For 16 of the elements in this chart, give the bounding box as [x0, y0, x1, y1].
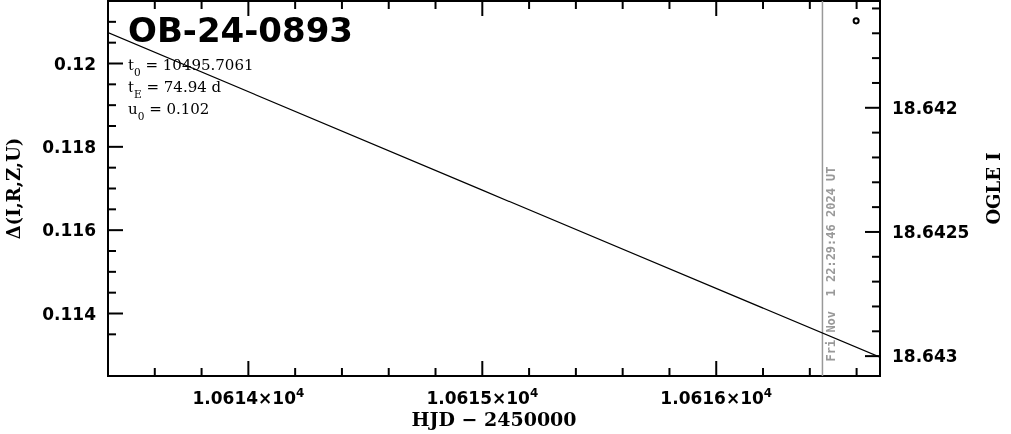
- y2-tick-label: 18.643: [892, 346, 958, 367]
- y-tick-label: 0.12: [54, 53, 96, 74]
- y2-tick-label: 18.642: [892, 97, 958, 118]
- x-axis-title: HJD − 2450000: [411, 408, 577, 430]
- x-tick-label: 1.0614×10$^{4}$: [192, 386, 305, 408]
- x-tick-label: 1.0616×10$^{4}$: [660, 386, 773, 408]
- chart-title: OB-24-0893: [128, 10, 353, 50]
- x-tick-label: 1.0615×10$^{4}$: [426, 386, 539, 408]
- y2-axis-title: OGLE I: [983, 152, 1004, 225]
- y-axis-title: Δ(I,R,Z,U): [3, 137, 24, 240]
- y-tick-label: 0.118: [42, 136, 96, 157]
- y-tick-label: 0.116: [42, 220, 96, 241]
- annotation: Fri Nov 1 22:29:46 2024 UT: [824, 166, 839, 362]
- y2-tick-label: 18.6425: [892, 221, 970, 242]
- annotation: u$_{0}$ = 0.102: [128, 100, 210, 122]
- y-tick-label: 0.114: [42, 303, 97, 324]
